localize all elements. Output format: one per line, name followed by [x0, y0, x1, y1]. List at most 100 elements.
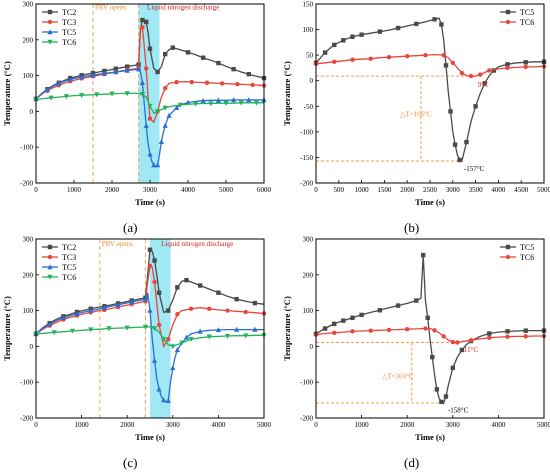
data-point-tc6	[48, 95, 54, 101]
data-point-tc5	[156, 386, 162, 392]
data-point-tc3	[147, 116, 153, 121]
data-point-tc6	[124, 91, 130, 97]
annotation-1: Liquid nitrogen discharge	[147, 3, 219, 11]
data-point-tc5	[322, 50, 328, 55]
plot-frame	[315, 238, 545, 419]
x-tick-label: 3500	[469, 186, 484, 194]
x-tick-label: 5000	[219, 186, 234, 194]
series-markers-tc5	[33, 296, 258, 404]
x-tick-label: 3000	[143, 186, 158, 194]
annotation-1: 9°C	[478, 81, 489, 89]
data-point-tc5	[155, 162, 161, 168]
data-point-tc3	[188, 306, 194, 312]
data-point-tc5	[377, 308, 383, 313]
x-tick-label: 4000	[181, 186, 196, 194]
series-markers-tc6	[313, 52, 547, 79]
data-point-tc5	[88, 307, 94, 313]
x-tick-label: 2000	[120, 421, 135, 429]
panel-label-a: (a)	[123, 220, 138, 235]
data-point-tc5	[450, 365, 455, 371]
data-point-tc3	[207, 306, 212, 312]
data-point-tc5	[505, 329, 510, 334]
data-point-tc5	[341, 318, 346, 323]
data-point-tc5	[420, 252, 426, 258]
data-point-tc6	[69, 328, 76, 334]
x-tick-label: 6000	[257, 186, 272, 194]
data-point-tc6	[368, 56, 373, 61]
data-point-tc6	[63, 94, 69, 100]
panel-label-c: (c)	[123, 455, 138, 470]
x-tick-label: 2000	[400, 421, 415, 429]
data-point-tc5	[90, 72, 96, 78]
x-tick-label: 4000	[491, 186, 506, 194]
data-point-tc5	[101, 70, 107, 76]
legend-marker-tc2	[47, 244, 53, 250]
data-point-tc5	[491, 68, 497, 73]
plot-frame	[315, 3, 545, 184]
data-point-tc6	[155, 109, 161, 115]
data-point-tc6	[455, 340, 460, 345]
data-point-tc5	[129, 299, 135, 305]
data-point-tc5	[215, 97, 221, 103]
data-point-tc5	[44, 87, 50, 93]
series-line-tc6	[315, 53, 545, 77]
y-tick-label: 100	[303, 26, 314, 34]
legend-label-tc5: TC5	[520, 8, 534, 17]
data-point-tc5	[60, 314, 66, 320]
data-point-tc6	[405, 53, 410, 59]
y-tick-label: 150	[303, 1, 314, 9]
data-point-tc5	[505, 62, 510, 67]
data-point-tc6	[79, 93, 85, 99]
data-point-tc6	[177, 102, 183, 108]
data-point-tc6	[223, 100, 229, 106]
y-tick-label: 0	[310, 77, 314, 85]
y-tick-label: -100	[300, 379, 313, 387]
series-markers-tc6	[313, 326, 547, 345]
x-tick-label: 2500	[423, 186, 438, 194]
data-point-tc5	[252, 326, 258, 332]
y-tick-label: -200	[300, 415, 313, 423]
data-point-tc2	[144, 19, 149, 25]
data-point-tc5	[332, 321, 337, 327]
data-point-tc6	[161, 337, 167, 343]
data-point-tc6	[386, 327, 392, 333]
y-axis-label: Temperature (°C)	[2, 296, 12, 361]
x-tick-label: 5000	[257, 421, 272, 429]
data-point-tc3	[243, 309, 248, 315]
legend-label-tc2: TC2	[62, 243, 76, 252]
data-point-tc6	[505, 334, 510, 339]
data-point-tc5	[79, 74, 85, 80]
data-point-tc6	[441, 334, 446, 339]
data-point-tc2	[163, 51, 168, 57]
series-line-tc5	[315, 255, 544, 404]
data-point-tc2	[197, 283, 203, 288]
data-point-tc5	[234, 326, 240, 332]
data-point-tc6	[432, 328, 437, 333]
x-tick-label: 4500	[514, 186, 529, 194]
data-point-tc5	[115, 302, 121, 308]
annotation-1: Liquid nitrogen discharge	[161, 240, 233, 248]
legend-marker-tc2	[47, 9, 53, 15]
data-point-tc5	[231, 97, 237, 103]
y-axis-label: Temperature (°C)	[2, 61, 12, 126]
data-point-tc2	[234, 296, 239, 302]
y-tick-label: 0	[30, 343, 34, 351]
data-point-tc3	[204, 80, 210, 85]
data-point-tc6	[147, 103, 153, 109]
data-point-tc5	[143, 122, 149, 128]
data-point-tc5	[395, 25, 401, 31]
y-tick-label: -50	[304, 103, 314, 111]
data-point-tc6	[423, 326, 428, 331]
chart-panel-a: 0 1000 2000 3000 4000 5000 6000 -200 -100 0 100 200…	[2, 1, 272, 208]
y-tick-label: 100	[303, 307, 314, 315]
data-point-tc5	[452, 142, 458, 147]
data-point-tc2	[252, 300, 258, 306]
y-tick-label: 300	[303, 236, 314, 244]
data-point-tc6	[332, 59, 337, 64]
x-tick-label: 3000	[166, 421, 181, 429]
annotation-1: 11°C	[464, 346, 479, 354]
data-point-tc2	[201, 55, 206, 60]
legend-label-tc5: TC5	[520, 243, 534, 252]
x-tick-label: 1000	[75, 421, 90, 429]
data-point-tc6	[124, 325, 130, 331]
